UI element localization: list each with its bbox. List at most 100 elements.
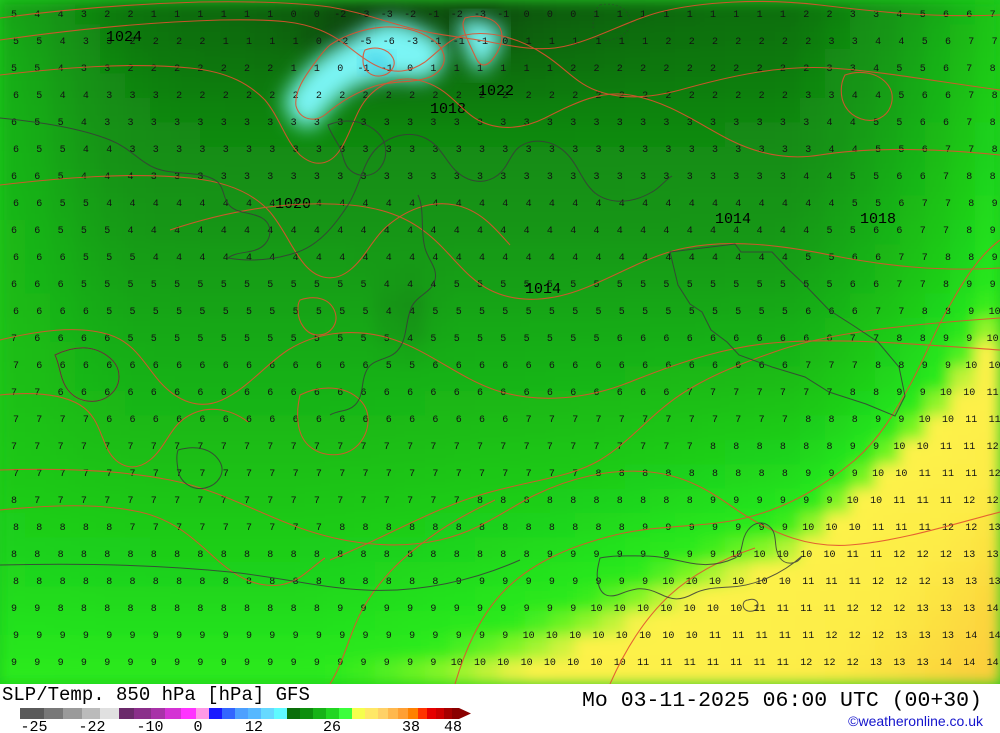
svg-text:2: 2 <box>176 37 182 48</box>
svg-text:7: 7 <box>223 469 229 480</box>
svg-text:1: 1 <box>757 10 763 21</box>
svg-text:8: 8 <box>803 442 809 453</box>
svg-text:7: 7 <box>153 469 159 480</box>
svg-text:4: 4 <box>386 307 392 318</box>
svg-text:-6: -6 <box>383 37 395 48</box>
svg-text:5: 5 <box>174 280 180 291</box>
svg-text:3: 3 <box>106 91 112 102</box>
svg-text:6: 6 <box>922 91 928 102</box>
svg-text:2: 2 <box>803 10 809 21</box>
svg-text:3: 3 <box>407 172 413 183</box>
svg-text:3: 3 <box>780 118 786 129</box>
svg-text:7: 7 <box>663 442 669 453</box>
svg-text:5: 5 <box>920 10 926 21</box>
svg-text:7: 7 <box>805 361 811 372</box>
svg-text:7: 7 <box>362 469 368 480</box>
svg-text:6: 6 <box>502 415 508 426</box>
svg-text:7: 7 <box>360 442 366 453</box>
svg-text:0: 0 <box>314 10 320 21</box>
svg-text:8: 8 <box>547 496 553 507</box>
svg-text:7: 7 <box>199 523 205 534</box>
svg-text:8: 8 <box>780 442 786 453</box>
svg-text:8: 8 <box>11 550 17 561</box>
svg-text:8: 8 <box>850 388 856 399</box>
svg-text:3: 3 <box>456 145 462 156</box>
svg-text:1: 1 <box>549 37 555 48</box>
svg-text:2: 2 <box>526 91 532 102</box>
svg-text:11: 11 <box>919 469 931 480</box>
svg-text:9: 9 <box>663 550 669 561</box>
svg-text:10: 10 <box>521 658 533 669</box>
svg-text:11: 11 <box>732 631 744 642</box>
svg-text:8: 8 <box>36 523 42 534</box>
svg-text:8: 8 <box>945 253 951 264</box>
svg-text:8: 8 <box>197 550 203 561</box>
svg-text:2: 2 <box>735 91 741 102</box>
svg-text:6: 6 <box>873 280 879 291</box>
svg-text:7: 7 <box>34 442 40 453</box>
svg-text:5: 5 <box>129 307 135 318</box>
svg-text:7: 7 <box>316 523 322 534</box>
svg-text:9: 9 <box>735 523 741 534</box>
svg-text:1: 1 <box>710 10 716 21</box>
svg-text:8: 8 <box>526 523 532 534</box>
svg-text:2: 2 <box>386 91 392 102</box>
svg-text:13: 13 <box>989 577 1000 588</box>
svg-text:10: 10 <box>963 388 975 399</box>
svg-text:6: 6 <box>246 361 252 372</box>
svg-text:4: 4 <box>34 10 40 21</box>
svg-text:8: 8 <box>990 118 996 129</box>
svg-text:3: 3 <box>803 118 809 129</box>
svg-text:3: 3 <box>712 145 718 156</box>
svg-text:1: 1 <box>314 64 320 75</box>
svg-text:2: 2 <box>267 64 273 75</box>
svg-text:10: 10 <box>707 604 719 615</box>
svg-text:4: 4 <box>593 226 599 237</box>
svg-text:6: 6 <box>362 361 368 372</box>
svg-text:3: 3 <box>337 118 343 129</box>
svg-text:5: 5 <box>920 64 926 75</box>
svg-text:10: 10 <box>823 550 835 561</box>
svg-text:9: 9 <box>432 631 438 642</box>
svg-text:5: 5 <box>570 280 576 291</box>
svg-text:1: 1 <box>687 10 693 21</box>
svg-text:9: 9 <box>316 631 322 642</box>
svg-text:4: 4 <box>386 253 392 264</box>
svg-text:4: 4 <box>246 199 252 210</box>
svg-text:0: 0 <box>193 719 202 733</box>
svg-text:8: 8 <box>992 91 998 102</box>
svg-text:7: 7 <box>360 496 366 507</box>
svg-text:9: 9 <box>850 442 856 453</box>
svg-text:6: 6 <box>454 388 460 399</box>
svg-text:7: 7 <box>665 415 671 426</box>
svg-text:5: 5 <box>875 199 881 210</box>
svg-text:9: 9 <box>968 307 974 318</box>
svg-text:6: 6 <box>456 361 462 372</box>
svg-text:8: 8 <box>990 64 996 75</box>
svg-text:12: 12 <box>847 604 859 615</box>
svg-text:9: 9 <box>642 577 648 588</box>
svg-text:8: 8 <box>966 172 972 183</box>
svg-text:3: 3 <box>81 10 87 21</box>
svg-text:6: 6 <box>689 361 695 372</box>
svg-text:5: 5 <box>757 280 763 291</box>
svg-text:9: 9 <box>456 631 462 642</box>
svg-text:8: 8 <box>733 442 739 453</box>
svg-text:7: 7 <box>246 469 252 480</box>
svg-text:7: 7 <box>570 442 576 453</box>
svg-text:6: 6 <box>642 361 648 372</box>
svg-text:7: 7 <box>244 442 250 453</box>
svg-text:3: 3 <box>454 118 460 129</box>
svg-text:7: 7 <box>267 496 273 507</box>
svg-text:38: 38 <box>402 719 420 733</box>
svg-text:1: 1 <box>291 64 297 75</box>
svg-text:11: 11 <box>802 577 814 588</box>
svg-text:7: 7 <box>223 523 229 534</box>
svg-text:3: 3 <box>619 145 625 156</box>
svg-text:7: 7 <box>13 469 19 480</box>
svg-text:8: 8 <box>920 334 926 345</box>
svg-text:5: 5 <box>13 37 19 48</box>
svg-text:7: 7 <box>36 469 42 480</box>
svg-text:6: 6 <box>386 415 392 426</box>
svg-text:6: 6 <box>595 361 601 372</box>
